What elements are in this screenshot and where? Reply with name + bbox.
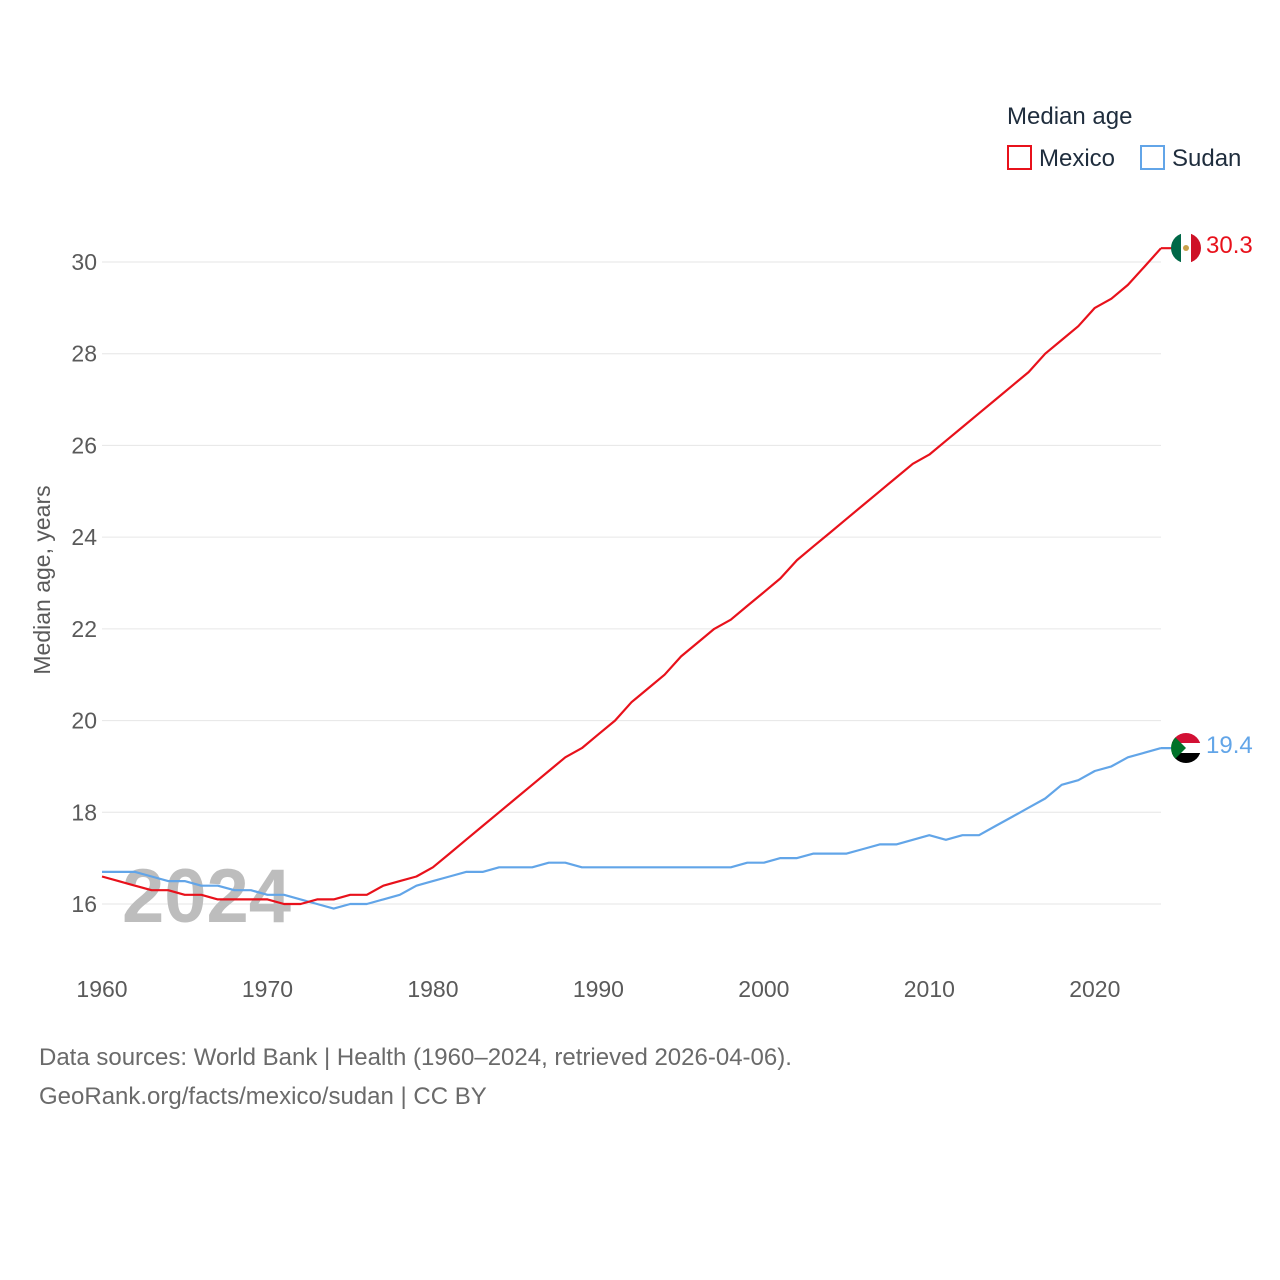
mexico-flag-icon: [1171, 233, 1201, 263]
series-line-sudan: [102, 747, 1172, 910]
series-lines: [101, 247, 1172, 910]
legend-label-mexico: Mexico: [1039, 145, 1115, 172]
x-tick-label: 1980: [407, 976, 458, 1002]
y-tick-label: 30: [71, 249, 97, 275]
series-line-mexico: [101, 247, 1172, 906]
end-labels: 30.3 19.4: [1206, 232, 1253, 759]
y-tick-label: 22: [71, 616, 97, 642]
legend: Mexico Sudan: [1007, 145, 1241, 172]
x-tick-label: 2000: [738, 976, 789, 1002]
y-tick-label: 28: [71, 341, 97, 367]
x-tick-label: 1990: [573, 976, 624, 1002]
gridlines: [102, 261, 1161, 905]
y-axis-title: Median age, years: [29, 485, 55, 674]
y-tick-label: 24: [71, 524, 97, 550]
end-label-mexico: 30.3: [1206, 232, 1253, 259]
credit-link[interactable]: GeoRank.org/facts/mexico/sudan | CC BY: [39, 1083, 487, 1110]
sudan-flag-icon: [1171, 733, 1201, 763]
legend-title: Median age: [1007, 103, 1132, 130]
y-tick-label: 20: [71, 708, 97, 734]
data-source-note: Data sources: World Bank | Health (1960–…: [39, 1044, 792, 1071]
y-tick-label: 18: [71, 799, 97, 825]
legend-label-sudan: Sudan: [1172, 145, 1241, 172]
x-tick-label: 2020: [1069, 976, 1120, 1002]
x-tick-label: 2010: [904, 976, 955, 1002]
y-axis-ticks: 16 18 20 22 24 26 28 30: [71, 249, 97, 917]
x-axis-ticks: 1960 1970 1980 1990 2000 2010 2020: [76, 976, 1120, 1002]
y-tick-label: 16: [71, 891, 97, 917]
legend-swatch-mexico: [1007, 145, 1032, 170]
end-label-sudan: 19.4: [1206, 732, 1253, 759]
x-tick-label: 1970: [242, 976, 293, 1002]
x-tick-label: 1960: [76, 976, 127, 1002]
legend-swatch-sudan: [1140, 145, 1165, 170]
y-tick-label: 26: [71, 432, 97, 458]
